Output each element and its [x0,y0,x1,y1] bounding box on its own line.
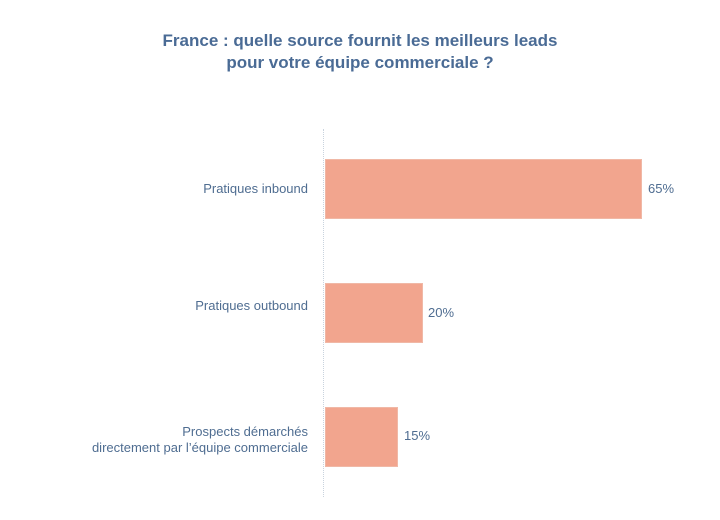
value-label-outbound: 20% [428,305,455,320]
chart-title-line-2: pour votre équipe commerciale ? [226,53,494,72]
category-label-text-line-2: directement par l’équipe commerciale [91,440,308,455]
bar-inbound [325,159,642,219]
category-axis-line [323,129,324,497]
category-label-text: Pratiques outbound [195,298,308,313]
category-label-prospects: Prospects démarchés directement par l’éq… [92,424,308,456]
bar-prospects [325,407,398,467]
chart-title-line-1: France : quelle source fournit les meill… [162,31,558,50]
category-label-inbound: Pratiques inbound [203,181,308,197]
category-label-outbound: Pratiques outbound [195,298,308,314]
category-label-text-line-1: Prospects démarchés [182,424,308,439]
chart-title: France : quelle source fournit les meill… [0,30,720,74]
category-label-text: Pratiques inbound [203,181,308,196]
value-label-inbound: 65% [648,181,675,196]
value-label-prospects: 15% [404,428,431,443]
bar-outbound [325,283,423,343]
